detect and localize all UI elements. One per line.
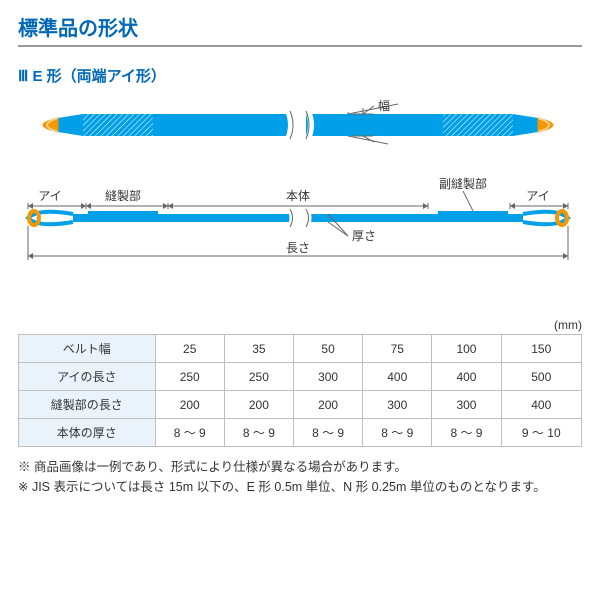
svg-text:厚さ: 厚さ (352, 229, 376, 243)
row-header: 本体の厚さ (19, 419, 156, 447)
footnote: ※ JIS 表示については長さ 15m 以下の、E 形 0.5m 単位、N 形 … (18, 477, 582, 497)
table-cell: 100 (432, 335, 501, 363)
page-title: 標準品の形状 (18, 12, 582, 47)
table-cell: 35 (224, 335, 293, 363)
shape-diagram: 幅アイ 縫製部 本体 副縫製部アイ厚さ長さ (18, 94, 582, 314)
svg-text:本体: 本体 (286, 189, 310, 203)
unit-label: (mm) (18, 318, 582, 332)
table-cell: 8 ～ 9 (363, 419, 432, 447)
svg-text:アイ: アイ (38, 189, 61, 203)
svg-text:幅: 幅 (378, 98, 390, 113)
table-cell: 300 (293, 363, 362, 391)
table-cell: 8 ～ 9 (155, 419, 224, 447)
svg-text:副縫製部: 副縫製部 (439, 176, 487, 191)
spec-table: ベルト幅25355075100150アイの長さ25025030040040050… (18, 334, 582, 447)
table-cell: 400 (363, 363, 432, 391)
table-cell: 400 (432, 363, 501, 391)
table-cell: 200 (155, 391, 224, 419)
table-cell: 300 (432, 391, 501, 419)
table-cell: 8 ～ 9 (293, 419, 362, 447)
svg-text:長さ: 長さ (286, 241, 310, 255)
table-cell: 25 (155, 335, 224, 363)
table-cell: 300 (363, 391, 432, 419)
table-cell: 8 ～ 9 (224, 419, 293, 447)
footnote: ※ 商品画像は一例であり、形式により仕様が異なる場合があります。 (18, 457, 582, 477)
table-cell: 400 (501, 391, 581, 419)
row-header: ベルト幅 (19, 335, 156, 363)
table-cell: 200 (293, 391, 362, 419)
table-cell: 200 (224, 391, 293, 419)
table-cell: 50 (293, 335, 362, 363)
table-cell: 75 (363, 335, 432, 363)
table-cell: 250 (155, 363, 224, 391)
table-cell: 150 (501, 335, 581, 363)
row-header: 縫製部の長さ (19, 391, 156, 419)
footnotes: ※ 商品画像は一例であり、形式により仕様が異なる場合があります。※ JIS 表示… (18, 457, 582, 497)
row-header: アイの長さ (19, 363, 156, 391)
table-cell: 9 ～ 10 (501, 419, 581, 447)
table-cell: 500 (501, 363, 581, 391)
svg-text:縫製部: 縫製部 (105, 188, 141, 203)
table-cell: 250 (224, 363, 293, 391)
table-cell: 8 ～ 9 (432, 419, 501, 447)
svg-text:アイ: アイ (526, 189, 549, 203)
section-subtitle: Ⅲ E 形（両端アイ形） (18, 65, 582, 86)
